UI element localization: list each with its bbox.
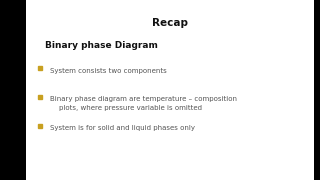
FancyBboxPatch shape <box>26 0 314 180</box>
Text: Recap: Recap <box>152 18 188 28</box>
Text: System consists two components: System consists two components <box>50 68 166 73</box>
Text: System is for solid and liquid phases only: System is for solid and liquid phases on… <box>50 125 195 131</box>
Text: Binary phase Diagram: Binary phase Diagram <box>45 41 158 50</box>
Text: Binary phase diagram are temperature – composition
    plots, where pressure var: Binary phase diagram are temperature – c… <box>50 96 236 111</box>
